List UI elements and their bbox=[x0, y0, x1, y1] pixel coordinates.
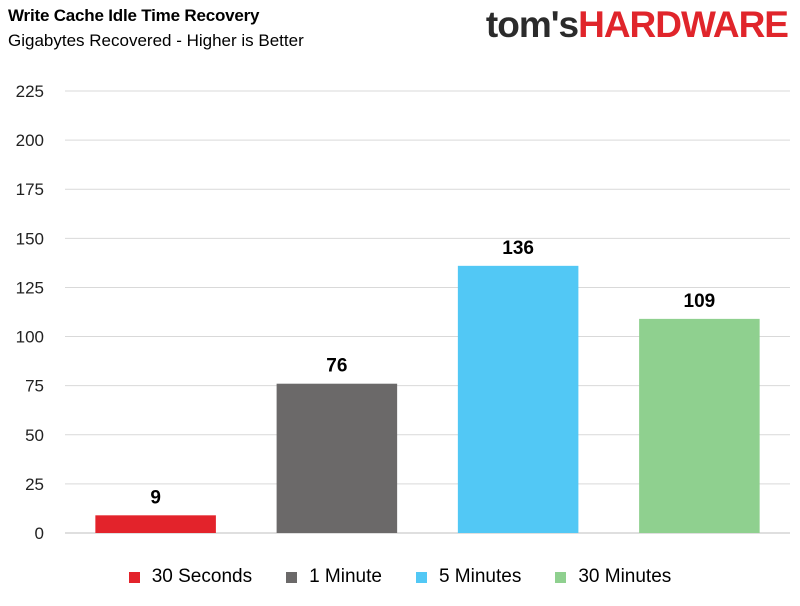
data-label: 9 bbox=[150, 487, 161, 508]
y-tick-label: 50 bbox=[25, 426, 44, 445]
bar bbox=[276, 383, 398, 533]
data-label: 136 bbox=[502, 238, 534, 259]
logo-part-toms: tom's bbox=[485, 4, 579, 45]
y-tick-label: 0 bbox=[35, 524, 44, 543]
legend-item: 5 Minutes bbox=[415, 566, 522, 588]
y-tick-label: 200 bbox=[16, 131, 44, 150]
y-tick-label: 125 bbox=[16, 278, 44, 297]
bar bbox=[639, 318, 760, 533]
legend-swatch bbox=[555, 571, 567, 583]
y-tick-label: 75 bbox=[25, 377, 44, 396]
logo-part-hardware: HARDWARE bbox=[578, 4, 789, 45]
legend-label: 1 Minute bbox=[309, 566, 382, 587]
legend-swatch bbox=[128, 571, 140, 583]
legend-label: 30 Seconds bbox=[151, 566, 253, 587]
legend-item: 30 Minutes bbox=[555, 566, 671, 588]
data-label: 109 bbox=[684, 291, 716, 312]
legend-item: 30 Seconds bbox=[128, 566, 253, 588]
legend-label: 5 Minutes bbox=[438, 566, 522, 587]
bar bbox=[95, 515, 216, 533]
bar bbox=[457, 265, 579, 533]
legend-swatch bbox=[415, 571, 427, 583]
data-labels: 9 76 136 109 bbox=[150, 238, 715, 508]
data-label: 76 bbox=[326, 356, 347, 377]
y-tick-label: 150 bbox=[16, 229, 44, 248]
y-tick-label: 100 bbox=[16, 328, 44, 347]
y-tick-label: 225 bbox=[16, 82, 44, 101]
y-tick-label: 25 bbox=[25, 475, 44, 494]
toms-hardware-logo: tom'sHARDWARE bbox=[485, 4, 789, 46]
bar-chart: 0 25 50 75 100 125 150 175 200 225 9 76 136 109 bbox=[16, 82, 790, 543]
y-tick-label: 175 bbox=[16, 180, 44, 199]
legend: 30 Seconds 1 Minute 5 Minutes 30 Minutes bbox=[0, 564, 800, 590]
chart-title: Write Cache Idle Time Recovery bbox=[8, 6, 260, 25]
y-axis: 0 25 50 75 100 125 150 175 200 225 bbox=[16, 82, 44, 543]
chart-subtitle: Gigabytes Recovered - Higher is Better bbox=[8, 31, 304, 50]
legend-swatch bbox=[286, 571, 298, 583]
legend-item: 1 Minute bbox=[286, 566, 382, 588]
legend-label: 30 Minutes bbox=[578, 566, 672, 587]
bars bbox=[95, 265, 760, 533]
